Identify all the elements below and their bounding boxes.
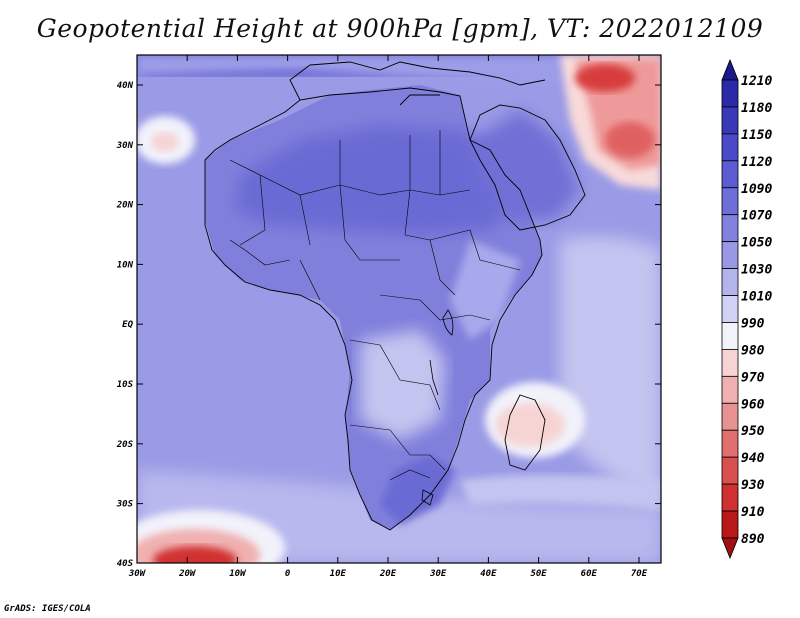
coastlines: [204, 61, 586, 531]
lon-label: 60E: [581, 569, 598, 579]
colorbar-box: [721, 241, 739, 269]
colorbar-label: 960: [741, 397, 765, 412]
colorbar-label: 1010: [741, 290, 772, 305]
colorbar-label: 940: [741, 451, 765, 466]
colorbar-label: 980: [741, 343, 765, 358]
colorbar-box: [721, 375, 739, 404]
map-title: Geopotential Height at 900hPa [gpm], VT:…: [36, 14, 764, 43]
plot-frame: [136, 54, 662, 564]
colorbar-box: [721, 160, 739, 189]
colorbar-box: [721, 402, 739, 431]
lon-label: 0: [285, 569, 291, 579]
lakes: [421, 309, 454, 506]
lon-label: 40E: [480, 569, 497, 579]
colorbar-box: [721, 429, 739, 458]
europe-band: [137, 55, 661, 90]
atlantic-warm: [151, 132, 179, 152]
colorbar-box: [721, 483, 739, 512]
east-ocean-light: [560, 236, 661, 500]
colorbar-label: 1030: [741, 263, 772, 278]
colorbar-label: 950: [741, 424, 765, 439]
colorbar-label: 910: [741, 505, 765, 520]
colorbar-top-arrow: [721, 58, 739, 81]
colorbar-box: [721, 456, 739, 485]
south-atlantic-high: [153, 546, 237, 563]
madagascar-warm: [495, 403, 565, 447]
lon-label: 10E: [330, 569, 347, 579]
colorbar-box: [721, 510, 739, 539]
lon-label: 30E: [429, 569, 447, 579]
colorbar-label: 1210: [741, 74, 772, 89]
colorbar-box: [721, 214, 739, 243]
colorbar-label: 930: [741, 478, 765, 493]
colorbar-box: [721, 349, 739, 377]
latitude-axis: 40N 30N 20N 10N EQ 10S 20S 30S 40S: [116, 81, 661, 569]
longitude-axis: 30W 20W 10W 0 10E 20E 30E 40E 50E 60E 70E: [128, 55, 648, 579]
lat-label: 40S: [117, 559, 134, 569]
colorbar-label: 890: [741, 532, 765, 547]
colorbar-label: 1120: [741, 155, 772, 170]
arabia-dark: [465, 110, 580, 220]
central-light: [360, 330, 445, 440]
lat-label: 30N: [116, 141, 134, 151]
lat-label: 10N: [117, 260, 134, 270]
lat-label: 20N: [116, 201, 134, 211]
lon-label: 50E: [530, 569, 547, 579]
lat-label: 10S: [117, 380, 134, 390]
colorbar-label: 1050: [741, 236, 772, 251]
colorbar-label: 1180: [741, 101, 772, 116]
colorbar-box: [721, 322, 739, 350]
lon-label: 20W: [178, 569, 197, 579]
colorbar-box: [721, 106, 739, 135]
colorbar-box: [721, 268, 739, 296]
colorbar-box: [721, 79, 739, 108]
colorbar-box: [721, 187, 739, 216]
lat-label: 40N: [117, 81, 134, 91]
grads-credit: GrADS: IGES/COLA: [4, 604, 91, 614]
lon-label: 30W: [128, 569, 147, 579]
country-borders: [229, 130, 521, 481]
lon-label: 20E: [379, 569, 397, 579]
colorbar-box: [721, 133, 739, 162]
lon-label: 10W: [229, 569, 247, 579]
lat-label: EQ: [122, 320, 133, 330]
iran-high: [575, 64, 635, 92]
lat-label: 30S: [116, 500, 134, 510]
colorbar-label: 970: [741, 370, 765, 385]
pakistan-high: [605, 122, 655, 158]
colorbar-label: 1150: [741, 128, 772, 143]
lon-label: 70E: [631, 569, 648, 579]
indian-ocean-band: [460, 475, 661, 510]
colorbar-label: 1090: [741, 182, 772, 197]
lat-label: 20S: [116, 440, 134, 450]
east-africa-light: [450, 240, 520, 340]
south-africa-dark: [380, 455, 455, 525]
sahara-dark: [235, 125, 520, 235]
colorbar: 1210 1180 1150 1120 1090 1070 1050 1030 1010 990 9…: [721, 58, 772, 560]
colorbar-bottom-arrow: [721, 537, 739, 560]
colorbar-label: 1070: [741, 209, 772, 224]
colorbar-label: 990: [741, 316, 765, 331]
height-field: [137, 55, 661, 563]
colorbar-box: [721, 295, 739, 323]
